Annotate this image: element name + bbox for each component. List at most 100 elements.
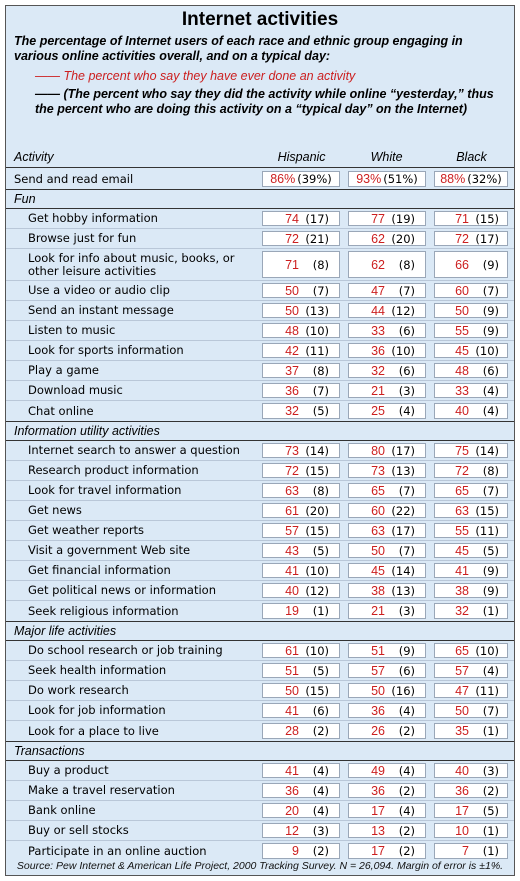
table-row: Make a travel reservation 36 (4) 36 (2) 36 (2) xyxy=(6,781,514,801)
ever-percent: 36 xyxy=(285,383,299,398)
activity-name: Internet search to answer a question xyxy=(28,443,240,457)
white-cell: 51 (9) xyxy=(348,643,426,658)
activity-name: Participate in an online auction xyxy=(28,843,207,858)
ever-percent: 41 xyxy=(455,563,469,578)
ever-percent: 88% xyxy=(440,172,466,186)
hispanic-cell: 36 (4) xyxy=(262,783,340,798)
table-row: Play a game 37 (8) 32 (6) 48 (6) xyxy=(6,361,514,381)
page-title: Internet activities xyxy=(181,9,339,30)
activity-name: Look for travel information xyxy=(28,483,182,497)
ever-percent: 19 xyxy=(285,604,299,618)
ever-percent: 55 xyxy=(455,323,469,338)
yesterday-percent: (20) xyxy=(391,231,415,246)
activity-name: Buy or sell stocks xyxy=(28,823,129,837)
ever-percent: 80 xyxy=(371,443,385,458)
yesterday-percent: (16) xyxy=(391,683,415,698)
yesterday-percent: (14) xyxy=(475,443,499,458)
ever-percent: 40 xyxy=(455,763,469,778)
ever-percent: 25 xyxy=(371,404,385,418)
activity-name: Bank online xyxy=(28,803,96,817)
table-row: Do work research 50 (15) 50 (16) 47 (11) xyxy=(6,681,514,701)
yesterday-percent: (6) xyxy=(482,363,499,378)
hispanic-cell: 36 (7) xyxy=(262,383,340,398)
ever-percent: 55 xyxy=(455,523,469,538)
ever-percent: 86% xyxy=(270,172,296,186)
yesterday-percent: (7) xyxy=(482,703,499,718)
hispanic-cell: 19 (1) xyxy=(262,603,340,619)
yesterday-percent: (4) xyxy=(482,404,499,418)
yesterday-percent: (9) xyxy=(482,323,499,338)
ever-percent: 62 xyxy=(371,231,385,246)
black-cell: 36 (2) xyxy=(434,783,508,798)
ever-percent: 63 xyxy=(285,483,299,498)
section-header: Transactions xyxy=(6,741,514,761)
table-row: Participate in an online auction 9 (2) 17 (2… xyxy=(6,841,514,861)
yesterday-percent: (2) xyxy=(398,844,415,858)
yesterday-percent: (19) xyxy=(391,211,415,226)
hispanic-cell: 41 (4) xyxy=(262,763,340,778)
yesterday-percent: (10) xyxy=(305,563,329,578)
ever-percent: 72 xyxy=(455,463,469,478)
table-header: Activity Hispanic White Black xyxy=(6,147,514,168)
yesterday-percent: (10) xyxy=(475,643,499,658)
ever-percent: 51 xyxy=(371,643,385,658)
hispanic-cell: 20 (4) xyxy=(262,803,340,818)
hispanic-cell: 61 (20) xyxy=(262,503,340,518)
activity-name: Research product information xyxy=(28,463,199,477)
white-cell: 77 (19) xyxy=(348,211,426,226)
black-cell: 55 (9) xyxy=(434,323,508,338)
black-cell: 38 (9) xyxy=(434,583,508,598)
white-cell: 32 (6) xyxy=(348,363,426,378)
yesterday-percent: (13) xyxy=(305,303,329,318)
subtitle: The percentage of Internet users of each… xyxy=(14,34,463,63)
yesterday-percent: (4) xyxy=(398,803,415,818)
ever-percent: 63 xyxy=(455,503,469,518)
table-row: Look for sports information 42 (11) 36 (10) 4… xyxy=(6,341,514,361)
table-row: Get weather reports 57 (15) 63 (17) 55 (11) xyxy=(6,521,514,541)
hispanic-cell: 63 (8) xyxy=(262,483,340,498)
ever-percent: 50 xyxy=(455,703,469,718)
ever-percent: 41 xyxy=(285,763,299,778)
white-cell: 50 (16) xyxy=(348,683,426,698)
yesterday-percent: (51%) xyxy=(383,172,418,186)
ever-percent: 66 xyxy=(455,257,469,272)
yesterday-percent: (17) xyxy=(305,211,329,226)
yesterday-percent: (15) xyxy=(305,683,329,698)
table-row: Research product information 72 (15) 73 (13)… xyxy=(6,461,514,481)
hispanic-cell: 51 (5) xyxy=(262,663,340,678)
hispanic-cell: 41 (6) xyxy=(262,703,340,718)
ever-percent: 65 xyxy=(455,643,469,658)
yesterday-percent: (32%) xyxy=(467,172,502,186)
white-cell: 33 (6) xyxy=(348,323,426,338)
ever-percent: 9 xyxy=(292,844,299,858)
ever-percent: 71 xyxy=(285,257,299,272)
yesterday-percent: (10) xyxy=(305,643,329,658)
ever-percent: 62 xyxy=(371,257,385,272)
white-cell: 21 (3) xyxy=(348,603,426,619)
yesterday-percent: (4) xyxy=(398,404,415,418)
white-cell: 44 (12) xyxy=(348,303,426,318)
ever-percent: 43 xyxy=(285,543,299,558)
hispanic-cell: 37 (8) xyxy=(262,363,340,378)
black-cell: 35 (1) xyxy=(434,723,508,739)
yesterday-percent: (14) xyxy=(391,563,415,578)
yesterday-percent: (1) xyxy=(482,823,499,838)
yesterday-percent: (7) xyxy=(398,483,415,498)
black-cell: 17 (5) xyxy=(434,803,508,818)
yesterday-percent: (4) xyxy=(312,783,329,798)
yesterday-percent: (5) xyxy=(482,803,499,818)
yesterday-percent: (12) xyxy=(391,303,415,318)
ever-percent: 45 xyxy=(455,343,469,358)
ever-percent: 60 xyxy=(371,503,385,518)
yesterday-percent: (10) xyxy=(391,343,415,358)
table-row: Visit a government Web site 43 (5) 50 (7) 45 (… xyxy=(6,541,514,561)
white-cell: 62 (8) xyxy=(348,251,426,278)
yesterday-percent: (2) xyxy=(312,724,329,738)
black-cell: 50 (9) xyxy=(434,303,508,318)
table-row: Use a video or audio clip 50 (7) 47 (7) 60 (7) xyxy=(6,281,514,301)
yesterday-percent: (15) xyxy=(305,523,329,538)
hispanic-cell: 42 (11) xyxy=(262,343,340,358)
white-cell: 17 (2) xyxy=(348,843,426,859)
ever-percent: 40 xyxy=(455,404,469,418)
black-cell: 45 (10) xyxy=(434,343,508,358)
